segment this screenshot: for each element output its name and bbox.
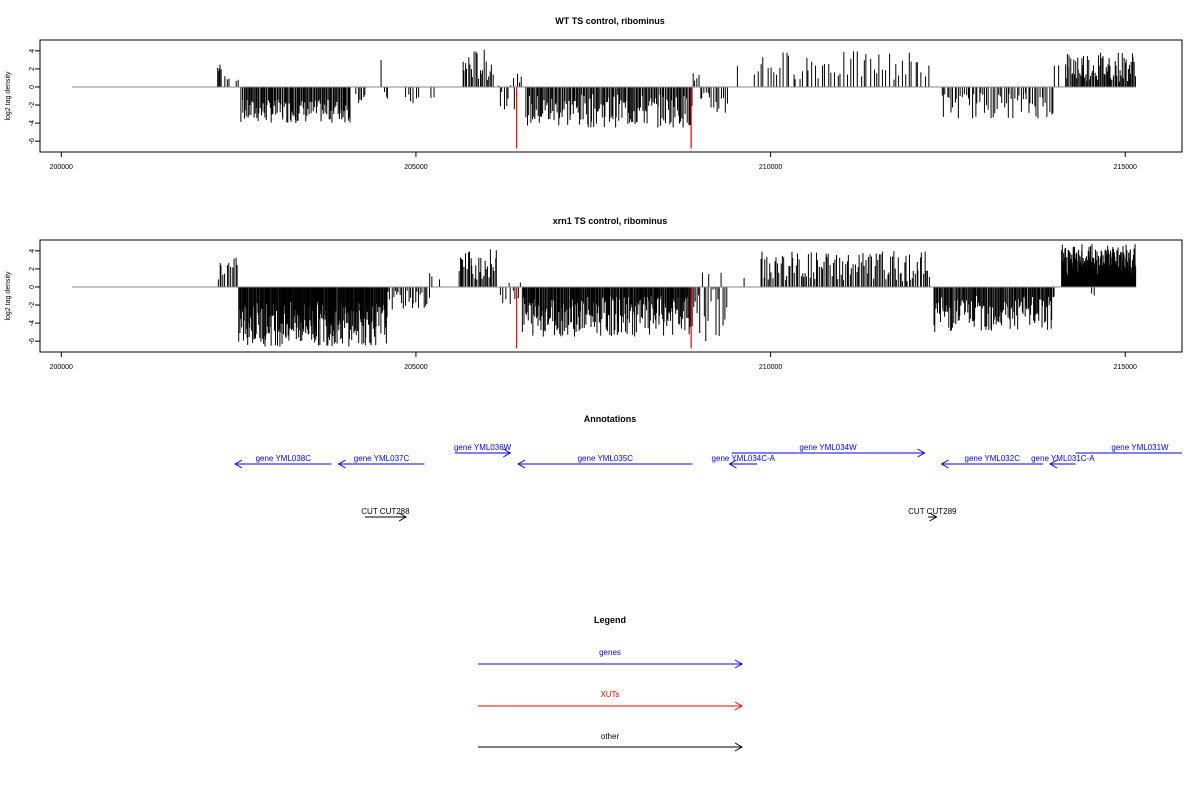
xrn1-y-tick-label: -4 — [29, 320, 36, 326]
legend-label-other: other — [601, 732, 620, 741]
legend-arrowhead-genes — [734, 659, 744, 669]
wt-x-tick-label: 205000 — [404, 164, 427, 171]
xrn1-x-tick-label: 215000 — [1114, 364, 1137, 371]
feature-arrowhead-gene-yml036w — [503, 448, 512, 458]
feature-label-gene-yml031c-a: gene YML031C-A — [1031, 454, 1095, 463]
wt-x-axis: 200000 205000 210000 215000 — [50, 164, 1137, 171]
feature-label-cut-cut289: CUT CUT289 — [908, 507, 957, 516]
annotation-features: gene YML038C gene YML037C gene YML036W gene… — [234, 443, 1182, 522]
feature-arrowhead-gene-yml035c — [517, 459, 526, 469]
xrn1-panel: xrn1 TS control, ribominus 200000 205000… — [5, 216, 1183, 371]
feature-label-gene-yml031w: gene YML031W — [1111, 443, 1169, 452]
xrn1-panel-title: xrn1 TS control, ribominus — [553, 216, 668, 226]
wt-panel: WT TS control, ribominus 200000 205000 2… — [5, 16, 1183, 171]
legend-label-genes: genes — [599, 648, 621, 657]
wt-y-tick-label: 2 — [29, 67, 36, 71]
wt-bars — [217, 49, 1136, 149]
xrn1-x-tick-label: 200000 — [50, 364, 73, 371]
wt-y-tick-label: 4 — [29, 49, 36, 53]
feature-arrowhead-gene-yml034c-a — [728, 459, 737, 469]
xrn1-plot-box — [39, 239, 1183, 353]
xrn1-y-tick-label: 4 — [29, 249, 36, 253]
feature-label-gene-yml032c: gene YML032C — [965, 454, 1021, 463]
wt-x-tick-label: 200000 — [50, 164, 73, 171]
wt-y-tick-label: -4 — [29, 120, 36, 126]
xrn1-x-axis: 200000 205000 210000 215000 — [50, 364, 1137, 371]
legend-title: Legend — [594, 615, 626, 625]
feature-arrowhead-gene-yml034w — [917, 448, 926, 458]
annotations-title: Annotations — [584, 414, 637, 424]
wt-y-tick-label: -2 — [29, 102, 36, 108]
legend-label-xuts: XUTs — [600, 690, 619, 699]
legend-arrowhead-other — [734, 742, 744, 752]
legend-item-xuts: XUTs — [478, 690, 744, 711]
xrn1-y-axis-label: log2 tag density — [5, 271, 12, 321]
legend-arrowhead-xuts — [734, 701, 744, 711]
feature-label-gene-yml034c-a: gene YML034C-A — [712, 454, 776, 463]
legend-item-other: other — [478, 732, 744, 752]
feature-arrowhead-gene-yml031c-a — [1049, 459, 1058, 469]
feature-label-gene-yml035c: gene YML035C — [578, 454, 634, 463]
xrn1-y-tick-label: 0 — [29, 285, 36, 289]
feature-arrowhead-gene-yml032c — [940, 459, 949, 469]
legend: Legend genes XUTs other — [478, 615, 744, 752]
wt-x-tick-label: 210000 — [759, 164, 782, 171]
xrn1-x-tick-label: 210000 — [759, 364, 782, 371]
feature-label-gene-yml034w: gene YML034W — [799, 443, 857, 452]
wt-panel-title: WT TS control, ribominus — [555, 16, 665, 26]
feature-label-cut-cut288: CUT CUT288 — [361, 507, 410, 516]
xrn1-y-tick-label: -6 — [29, 338, 36, 344]
wt-y-axis-label: log2 tag density — [5, 71, 12, 121]
xrn1-bars — [217, 244, 1137, 349]
wt-y-tick-label: -6 — [29, 138, 36, 144]
feature-arrowhead-cut-cut289 — [929, 512, 938, 522]
feature-label-gene-yml038c: gene YML038C — [256, 454, 312, 463]
feature-label-gene-yml037c: gene YML037C — [354, 454, 410, 463]
annotations-panel: Annotations gene YML038C gene YML037Cgene… — [234, 414, 1182, 522]
feature-arrowhead-cut-cut288 — [398, 512, 408, 522]
feature-arrowhead-gene-yml038c — [234, 459, 243, 469]
wt-y-tick-label: 0 — [29, 85, 36, 89]
feature-label-gene-yml036w: gene YML036W — [454, 443, 512, 452]
xrn1-x-tick-label: 205000 — [404, 364, 427, 371]
xrn1-y-axis: -6 -4 -2 0 2 4 — [29, 249, 36, 344]
wt-y-axis: -6 -4 -2 0 2 4 — [29, 49, 36, 144]
legend-item-genes: genes — [478, 648, 744, 669]
xrn1-y-tick-label: 2 — [29, 267, 36, 271]
feature-arrowhead-gene-yml037c — [337, 459, 346, 469]
wt-plot-box — [39, 39, 1183, 153]
wt-x-tick-label: 215000 — [1114, 164, 1137, 171]
xrn1-y-tick-label: -2 — [29, 302, 36, 308]
